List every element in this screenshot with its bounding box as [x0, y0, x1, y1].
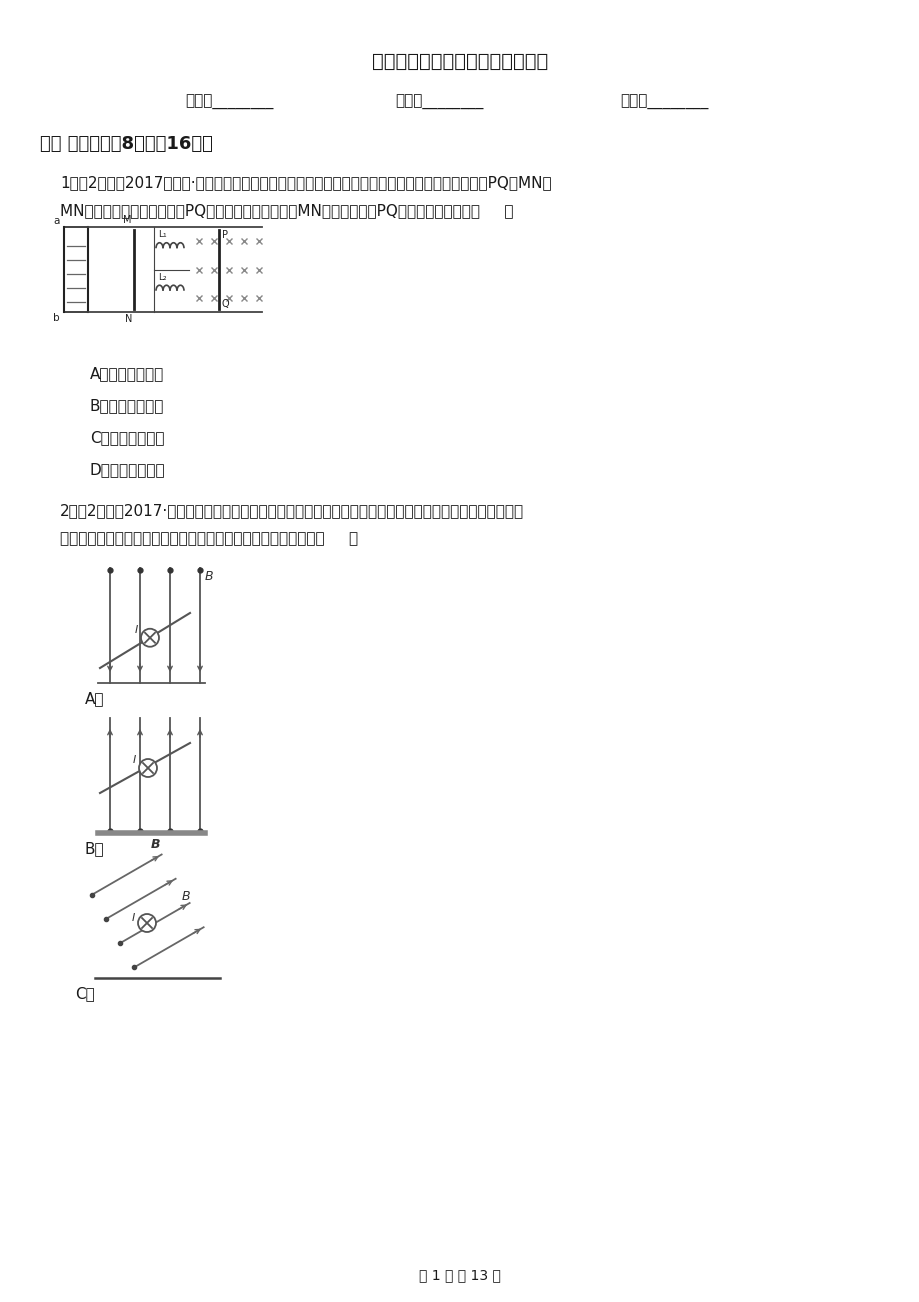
Text: A．向右匀速运动: A．向右匀速运动 — [90, 366, 165, 381]
Text: 第 1 页 共 13 页: 第 1 页 共 13 页 — [419, 1268, 500, 1282]
Text: I: I — [131, 913, 135, 923]
Text: 一、 单选题（共8题；共16分）: 一、 单选题（共8题；共16分） — [40, 135, 212, 154]
Text: N: N — [124, 314, 131, 324]
Text: B．: B． — [85, 841, 105, 855]
Text: A．: A． — [85, 691, 105, 706]
Text: 班级：________: 班级：________ — [394, 95, 482, 111]
Text: M: M — [123, 215, 131, 225]
Text: 姓名：________: 姓名：________ — [185, 95, 273, 111]
Text: a: a — [53, 216, 60, 227]
Text: b: b — [53, 312, 60, 323]
Text: B: B — [205, 570, 213, 583]
Text: MN的左边有一闭合电路，当PQ在外力作用下运动时，MN向右运动，则PQ所做的运动可能是（     ）: MN的左边有一闭合电路，当PQ在外力作用下运动时，MN向右运动，则PQ所做的运动… — [60, 203, 513, 217]
Text: 2．（2分）（2017·深圳模拟）通电导体棒水平放置在绝缘斜面上，整个装置置于匀强磁场中，导体棒能保持: 2．（2分）（2017·深圳模拟）通电导体棒水平放置在绝缘斜面上，整个装置置于匀… — [60, 503, 524, 518]
Text: D．向左减速运动: D．向左减速运动 — [90, 462, 165, 477]
Text: B: B — [181, 889, 190, 902]
Circle shape — [141, 629, 159, 647]
Text: L₂: L₂ — [158, 272, 166, 281]
Circle shape — [139, 759, 157, 777]
Text: B: B — [150, 838, 160, 852]
Text: I: I — [132, 755, 136, 766]
Text: 高二下学期物理线上教学检测试卷: 高二下学期物理线上教学检测试卷 — [371, 52, 548, 72]
Text: 1．（2分）（2017高二下·淮北期中）如图所示，水平放置的两条光滑轨道上有可自由移动的金属棒PQ、MN，: 1．（2分）（2017高二下·淮北期中）如图所示，水平放置的两条光滑轨道上有可自… — [60, 174, 551, 190]
Text: 成绩：________: 成绩：________ — [619, 95, 708, 111]
Text: C．向右减速运动: C．向右减速运动 — [90, 430, 165, 445]
Text: Q: Q — [221, 299, 230, 309]
Text: B．向左匀速运动: B．向左匀速运动 — [90, 398, 165, 413]
Text: I: I — [134, 625, 138, 635]
Text: L₁: L₁ — [158, 230, 166, 240]
Circle shape — [138, 914, 156, 932]
Text: P: P — [221, 230, 228, 240]
Text: 静止状态，以下四种情况中导体棒与斜面间一定存在摩擦力的是（     ）: 静止状态，以下四种情况中导体棒与斜面间一定存在摩擦力的是（ ） — [60, 531, 357, 546]
Text: C．: C． — [75, 986, 95, 1001]
